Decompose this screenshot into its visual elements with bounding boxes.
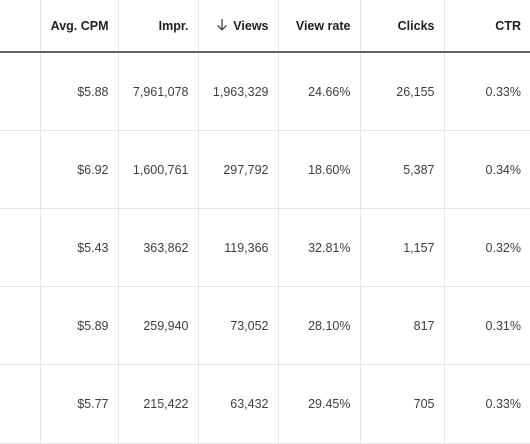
cell-avg-cpm: $5.77 (40, 364, 119, 444)
column-header-clicks[interactable]: Clicks (360, 0, 445, 53)
cell-clicks: 1,157 (360, 208, 445, 287)
row-blank-cell (0, 130, 41, 209)
table-row: $5.43 363,862 119,366 32.81% 1,157 0.32% (0, 208, 530, 287)
row-blank-cell (0, 286, 41, 365)
table-row: $6.92 1,600,761 297,792 18.60% 5,387 0.3… (0, 130, 530, 209)
column-header-label: Avg. CPM (50, 18, 109, 33)
cell-view-rate: 28.10% (278, 286, 361, 365)
row-blank-cell (0, 208, 41, 287)
cell-view-rate: 24.66% (278, 52, 361, 131)
cell-avg-cpm: $6.92 (40, 130, 119, 209)
table-row: $5.88 7,961,078 1,963,329 24.66% 26,155 … (0, 52, 530, 131)
column-header-label: Views (233, 18, 269, 33)
arrow-down-icon (217, 18, 227, 31)
cell-impr: 215,422 (118, 364, 199, 444)
column-header-view-rate[interactable]: View rate (278, 0, 361, 53)
column-header-blank (0, 0, 41, 53)
column-header-label: View rate (295, 18, 351, 33)
cell-avg-cpm: $5.43 (40, 208, 119, 287)
cell-avg-cpm: $5.88 (40, 52, 119, 131)
cell-clicks: 817 (360, 286, 445, 365)
cell-views: 119,366 (198, 208, 279, 287)
cell-avg-cpm: $5.89 (40, 286, 119, 365)
column-header-avg-cpm[interactable]: Avg. CPM (40, 0, 119, 53)
table-header-row: Avg. CPM Impr. Views View rate Clicks CT… (0, 0, 530, 53)
cell-clicks: 5,387 (360, 130, 445, 209)
cell-ctr: 0.31% (444, 286, 530, 365)
column-header-label: Impr. (158, 18, 189, 33)
cell-views: 1,963,329 (198, 52, 279, 131)
cell-clicks: 705 (360, 364, 445, 444)
cell-view-rate: 29.45% (278, 364, 361, 444)
cell-view-rate: 18.60% (278, 130, 361, 209)
table-row: $5.77 215,422 63,432 29.45% 705 0.33% (0, 364, 530, 444)
cell-impr: 363,862 (118, 208, 199, 287)
cell-views: 297,792 (198, 130, 279, 209)
column-header-impr[interactable]: Impr. (118, 0, 199, 53)
cell-impr: 7,961,078 (118, 52, 199, 131)
cell-ctr: 0.33% (444, 364, 530, 444)
row-blank-cell (0, 364, 41, 444)
cell-ctr: 0.32% (444, 208, 530, 287)
cell-ctr: 0.33% (444, 52, 530, 131)
column-header-label: CTR (495, 18, 521, 33)
cell-views: 63,432 (198, 364, 279, 444)
cell-impr: 1,600,761 (118, 130, 199, 209)
cell-clicks: 26,155 (360, 52, 445, 131)
column-header-views[interactable]: Views (198, 0, 279, 53)
cell-view-rate: 32.81% (278, 208, 361, 287)
row-blank-cell (0, 52, 41, 131)
table-row: $5.89 259,940 73,052 28.10% 817 0.31% (0, 286, 530, 365)
cell-views: 73,052 (198, 286, 279, 365)
column-header-label: Clicks (397, 18, 435, 33)
column-header-ctr[interactable]: CTR (444, 0, 530, 53)
cell-ctr: 0.34% (444, 130, 530, 209)
cell-impr: 259,940 (118, 286, 199, 365)
